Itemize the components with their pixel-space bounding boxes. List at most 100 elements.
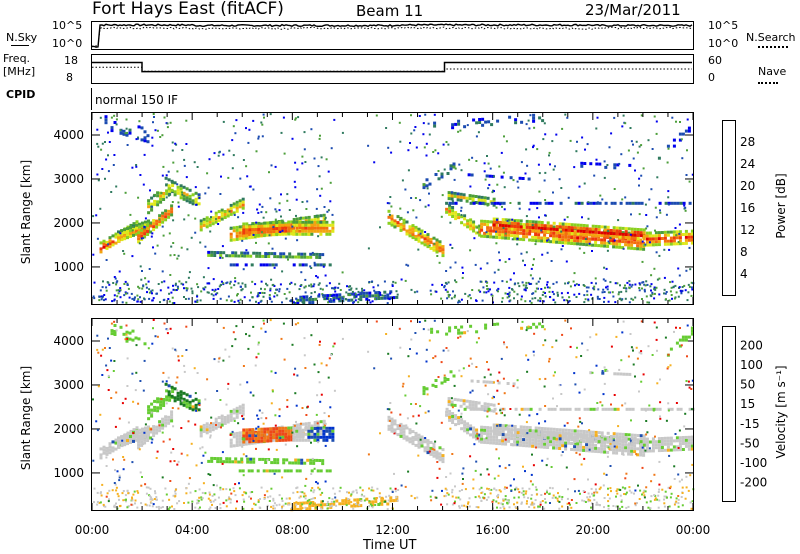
heatmap-cell [133, 490, 136, 493]
heatmap-cell [603, 244, 607, 248]
heatmap-cell [388, 298, 391, 301]
heatmap-cell [498, 223, 502, 227]
heatmap-cell [684, 229, 688, 233]
heatmap-cell [137, 231, 141, 235]
heatmap-cell [652, 407, 656, 411]
heatmap-cell [176, 502, 179, 505]
heatmap-cell [199, 228, 203, 232]
heatmap-cell [438, 446, 442, 450]
heatmap-cell [206, 172, 209, 175]
heatmap-cell [135, 432, 138, 436]
heatmap-cell [639, 283, 642, 286]
heatmap-cell [313, 432, 317, 436]
heatmap-cell [429, 246, 433, 250]
heatmap-cell [625, 372, 629, 376]
heatmap-cell [208, 508, 211, 511]
heatmap-cell [158, 420, 162, 424]
heatmap-cell [612, 245, 616, 249]
heatmap-cell [474, 496, 477, 499]
heatmap-cell [489, 226, 493, 230]
heatmap-cell [543, 224, 547, 228]
heatmap-cell [561, 241, 565, 245]
heatmap-cell [684, 238, 688, 242]
heatmap-cell [651, 437, 655, 441]
heatmap-cell [663, 230, 667, 234]
heatmap-cell [243, 491, 246, 494]
heatmap-cell [513, 234, 517, 238]
heatmap-cell [144, 426, 147, 430]
heatmap-cell [684, 335, 688, 339]
heatmap-cell [432, 236, 436, 240]
heatmap-cell [242, 437, 246, 441]
heatmap-cell [588, 242, 591, 245]
heatmap-cell [120, 229, 123, 233]
heatmap-cell [104, 115, 108, 119]
heatmap-cell [538, 322, 542, 326]
heatmap-cell [313, 218, 317, 221]
heatmap-cell [690, 286, 693, 289]
heatmap-cell [566, 502, 569, 505]
heatmap-cell [322, 438, 326, 442]
heatmap-cell [196, 295, 199, 298]
heatmap-cell [396, 293, 399, 296]
heatmap-cell [590, 487, 593, 490]
heatmap-cell [283, 469, 287, 473]
heatmap-cell [198, 488, 201, 491]
heatmap-cell [350, 298, 354, 302]
heatmap-cell [435, 250, 439, 254]
heatmap-cell [242, 428, 246, 432]
heatmap-cell [300, 255, 304, 259]
heatmap-cell [627, 452, 631, 456]
heatmap-cell [281, 432, 285, 436]
heatmap-cell [510, 437, 514, 441]
heatmap-cell [509, 299, 512, 302]
heatmap-cell [645, 437, 649, 441]
heatmap-cell [522, 428, 526, 432]
heatmap-cell [642, 440, 646, 444]
heatmap-cell [144, 503, 147, 506]
heatmap-cell [606, 444, 610, 448]
heatmap-cell [377, 291, 381, 294]
heatmap-cell [501, 439, 505, 443]
heatmap-cell [480, 234, 484, 238]
heatmap-cell [663, 239, 667, 243]
heatmap-cell [331, 287, 333, 290]
heatmap-cell [585, 224, 589, 228]
heatmap-cell [392, 296, 396, 300]
heatmap-cell [478, 227, 482, 231]
heatmap-cell [527, 496, 530, 499]
heatmap-cell [257, 135, 260, 138]
heatmap-cell [627, 231, 631, 235]
heatmap-cell [678, 230, 682, 234]
heatmap-cell [110, 191, 113, 193]
heatmap-cell [229, 203, 233, 207]
heatmap-cell [313, 424, 317, 427]
heatmap-cell [477, 506, 480, 509]
heatmap-cell [655, 132, 658, 135]
heatmap-cell [330, 294, 333, 297]
heatmap-cell [292, 435, 296, 439]
heatmap-cell [460, 418, 464, 422]
heatmap-cell [529, 300, 532, 303]
heatmap-cell [561, 296, 564, 299]
heatmap-cell [619, 297, 622, 300]
heatmap-cell [272, 436, 276, 440]
heatmap-cell [229, 235, 233, 239]
heatmap-cell [232, 435, 236, 439]
heatmap-cell [117, 230, 120, 234]
heatmap-cell [146, 291, 148, 294]
heatmap-cell [202, 217, 206, 221]
heatmap-cell [463, 331, 467, 335]
heatmap-cell [597, 288, 600, 291]
heatmap-cell [519, 237, 523, 241]
heatmap-cell [507, 233, 511, 237]
heatmap-cell [451, 247, 454, 249]
heatmap-cell [334, 290, 337, 293]
heatmap-cell [591, 443, 595, 447]
heatmap-cell [342, 295, 345, 298]
heatmap-cell [329, 181, 332, 184]
heatmap-cell [241, 197, 245, 201]
heatmap-cell [177, 287, 179, 290]
heatmap-cell [490, 201, 494, 205]
heatmap-cell [445, 207, 449, 211]
